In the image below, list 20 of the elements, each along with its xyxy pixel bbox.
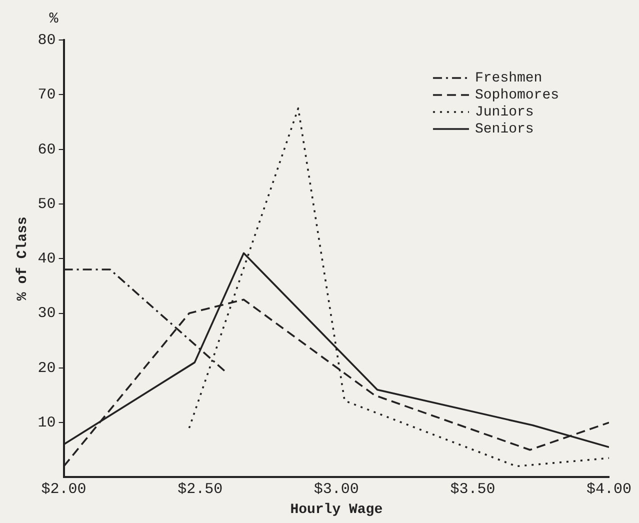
legend-label: Juniors xyxy=(474,104,534,121)
y-tick-label: 10 xyxy=(38,414,56,432)
x-tick-label: $2.00 xyxy=(41,481,86,498)
x-tick-label: $3.50 xyxy=(450,481,496,498)
legend-label: Seniors xyxy=(474,122,534,138)
y-tick-label: 50 xyxy=(38,196,56,213)
y-tick-label: 30 xyxy=(38,305,56,322)
x-axis-title: Hourly Wage xyxy=(290,502,383,518)
y-tick-label: 80 xyxy=(38,32,56,49)
y-tick-label: 70 xyxy=(38,86,56,104)
legend-label: Freshmen xyxy=(474,70,542,87)
legend-label: Sophomores xyxy=(474,88,559,104)
x-tick-label: $2.50 xyxy=(178,481,223,498)
x-tick-label: $3.00 xyxy=(314,481,359,498)
text: % xyxy=(49,10,60,28)
y-axis-title: % of Class xyxy=(14,216,31,301)
x-tick-label: $4.00 xyxy=(586,481,632,498)
y-tick-label: 20 xyxy=(38,360,56,377)
y-tick-label: 40 xyxy=(38,250,56,268)
y-tick-label: 60 xyxy=(38,141,56,158)
